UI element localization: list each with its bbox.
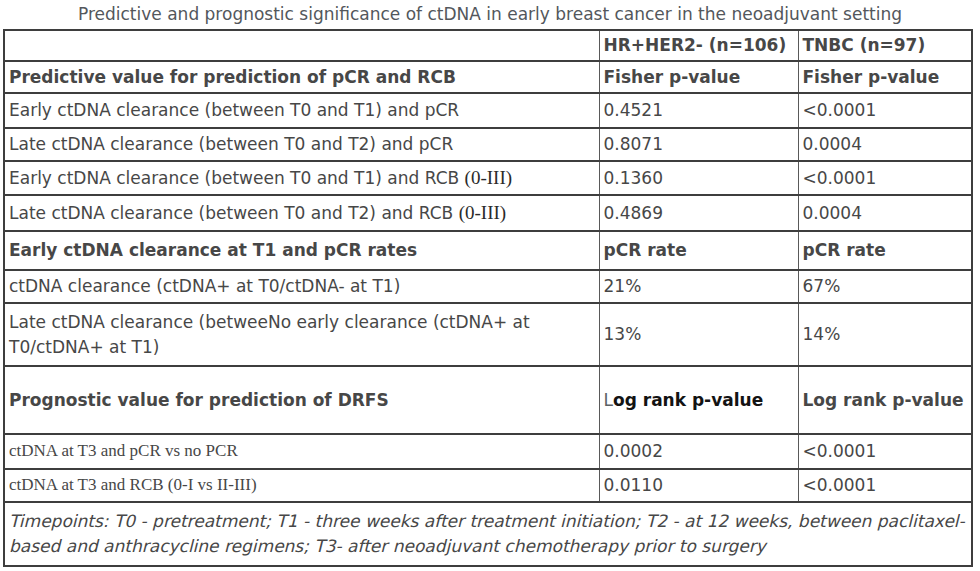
cell-value-hr: 0.8071 xyxy=(599,128,798,161)
cell-value-tnbc: <0.0001 xyxy=(798,161,972,195)
cell-value-hr: 0.4869 xyxy=(599,195,798,231)
cell-label: Early ctDNA clearance (between T0 and T1… xyxy=(4,93,599,128)
cell-logrank-label-tnbc: Log rank p-value xyxy=(798,366,972,434)
table-row-early-clearance-rcb: Early ctDNA clearance (between T0 and T1… xyxy=(4,161,972,195)
cell-fisher-label-hr: Fisher p-value xyxy=(599,61,798,93)
cell-section-pcr-rates: Early ctDNA clearance at T1 and pCR rate… xyxy=(4,231,599,270)
cell-section-prognostic: Prognostic value for prediction of DRFS xyxy=(4,366,599,434)
cell-label: ctDNA at T3 and RCB (0-I vs II-III) xyxy=(4,469,599,502)
cell-value-tnbc: 14% xyxy=(798,303,972,366)
section-header-pcr-rates-row: Early ctDNA clearance at T1 and pCR rate… xyxy=(4,231,972,270)
cell-label: Late ctDNA clearance (between T0 and T2)… xyxy=(4,128,599,161)
cell-value-tnbc: 0.0004 xyxy=(798,128,972,161)
cell-value-hr: 13% xyxy=(599,303,798,366)
cell-value-tnbc: 0.0004 xyxy=(798,195,972,231)
ctdna-significance-table: HR+HER2- (n=106) TNBC (n=97) Predictive … xyxy=(3,29,973,567)
cell-group-tnbc: TNBC (n=97) xyxy=(798,30,972,61)
cell-label: Late ctDNA clearance (between T0 and T2)… xyxy=(4,195,599,231)
cell-group-hr-her2: HR+HER2- (n=106) xyxy=(599,30,798,61)
table-row-ctdna-clearance-rate: ctDNA clearance (ctDNA+ at T0/ctDNA- at … xyxy=(4,270,972,303)
cell-value-hr: 0.0110 xyxy=(599,469,798,502)
label-sans-part: Early ctDNA clearance (between T0 and T1… xyxy=(9,168,465,188)
section-header-prognostic-row: Prognostic value for prediction of DRFS … xyxy=(4,366,972,434)
cell-pcr-rate-label-tnbc: pCR rate xyxy=(798,231,972,270)
cell-value-tnbc: <0.0001 xyxy=(798,434,972,469)
column-header-row: HR+HER2- (n=106) TNBC (n=97) xyxy=(4,30,972,61)
cell-value-hr: 21% xyxy=(599,270,798,303)
timepoints-footnote: Timepoints: T0 - pretreatment; T1 - thre… xyxy=(4,502,972,566)
cell-section-predictive: Predictive value for prediction of pCR a… xyxy=(4,61,599,93)
cell-value-hr: 0.1360 xyxy=(599,161,798,195)
cell-value-tnbc: 67% xyxy=(798,270,972,303)
cell-value-tnbc: <0.0001 xyxy=(798,469,972,502)
section-header-predictive-row: Predictive value for prediction of pCR a… xyxy=(4,61,972,93)
cell-label: Late ctDNA clearance (betweeNo early cle… xyxy=(4,303,599,366)
table-row-ctdna-t3-pcr: ctDNA at T3 and pCR vs no PCR 0.0002 <0.… xyxy=(4,434,972,469)
table-row-ctdna-t3-rcb: ctDNA at T3 and RCB (0-I vs II-III) 0.01… xyxy=(4,469,972,502)
label-serif-part: (0-III) xyxy=(459,202,506,223)
cell-value-hr: 0.4521 xyxy=(599,93,798,128)
label-serif-part: (0-III) xyxy=(465,167,512,188)
cell-label: ctDNA clearance (ctDNA+ at T0/ctDNA- at … xyxy=(4,270,599,303)
footnote-row: Timepoints: T0 - pretreatment; T1 - thre… xyxy=(4,502,972,566)
table-row-early-clearance-pcr: Early ctDNA clearance (between T0 and T1… xyxy=(4,93,972,128)
cell-empty-corner xyxy=(4,30,599,61)
table-row-late-clearance-rcb: Late ctDNA clearance (between T0 and T2)… xyxy=(4,195,972,231)
table-row-late-clearance-pcr: Late ctDNA clearance (between T0 and T2)… xyxy=(4,128,972,161)
logrank-label-text: Log rank p-value xyxy=(604,388,794,413)
cell-value-tnbc: <0.0001 xyxy=(798,93,972,128)
cell-pcr-rate-label-hr: pCR rate xyxy=(599,231,798,270)
cell-label: Early ctDNA clearance (between T0 and T1… xyxy=(4,161,599,195)
cell-logrank-label-hr: Log rank p-value xyxy=(599,366,798,434)
cell-fisher-label-tnbc: Fisher p-value xyxy=(798,61,972,93)
label-sans-part: Late ctDNA clearance (between T0 and T2)… xyxy=(9,203,459,223)
page-title: Predictive and prognostic significance o… xyxy=(0,0,980,29)
table-row-no-early-clearance-rate: Late ctDNA clearance (betweeNo early cle… xyxy=(4,303,972,366)
cell-label: ctDNA at T3 and pCR vs no PCR xyxy=(4,434,599,469)
cell-value-hr: 0.0002 xyxy=(599,434,798,469)
